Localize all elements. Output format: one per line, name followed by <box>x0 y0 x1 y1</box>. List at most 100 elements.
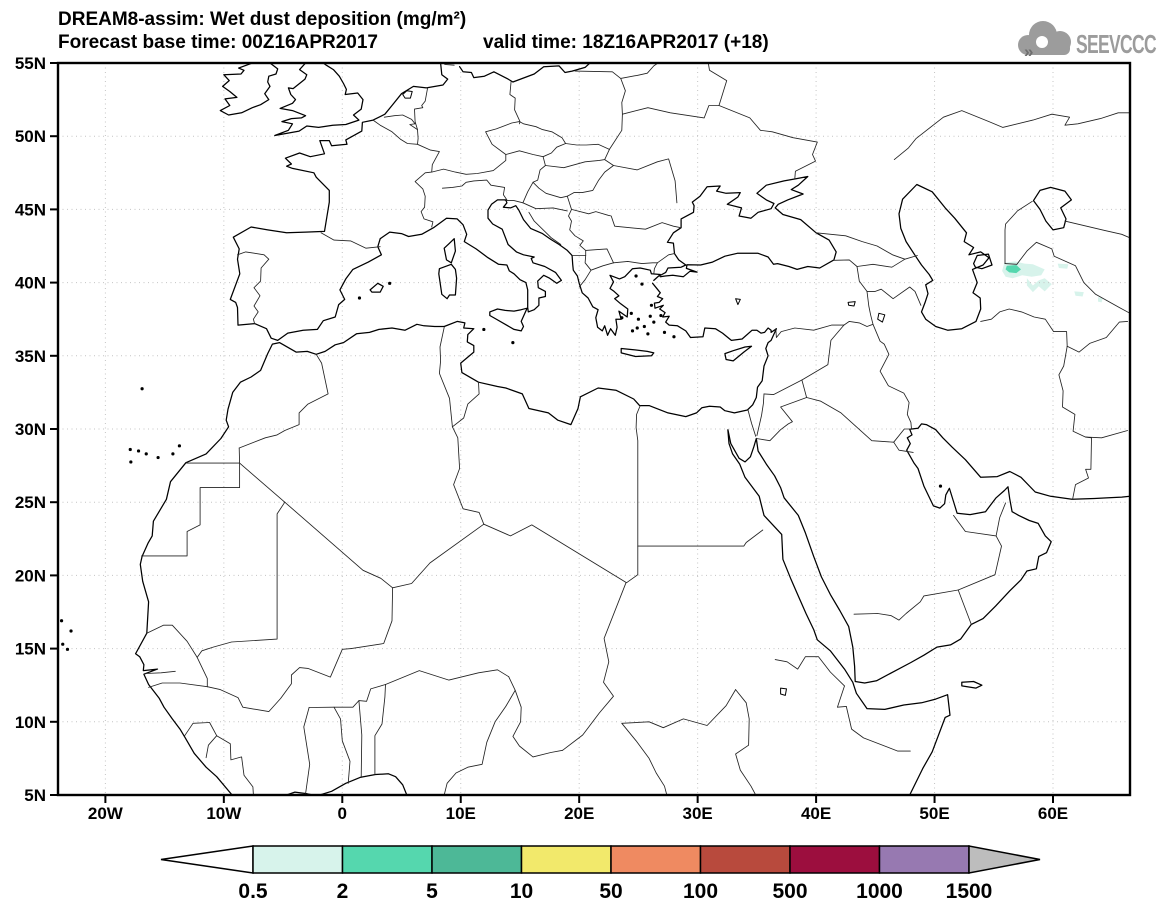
lat-tick-label: 35N <box>15 347 46 366</box>
colorbar-segment-100 <box>699 845 791 874</box>
island-crete <box>620 347 655 358</box>
border-kz-uz <box>1064 220 1130 239</box>
border-ru-by <box>707 63 728 106</box>
border-es-fr <box>320 232 381 249</box>
border-gambia <box>145 670 176 674</box>
lat-tick-label: 5N <box>24 786 46 805</box>
border-ua-ro-md <box>604 148 678 204</box>
coast-great-britain <box>274 63 364 137</box>
island-dot <box>659 313 663 318</box>
island-dot <box>635 326 639 330</box>
border-ml-south <box>206 648 352 713</box>
lat-tick-label: 20N <box>15 566 46 585</box>
island-dot <box>65 647 70 651</box>
border-jo-sa <box>755 397 808 442</box>
border-ir-af <box>1058 345 1087 438</box>
border-gn-lr-ci <box>216 735 254 795</box>
lake-van <box>847 301 856 307</box>
border-bf-tg-bj <box>308 684 386 708</box>
border-il-eg <box>747 409 757 437</box>
colorbar-level-label: 0.5 <box>238 880 268 903</box>
border-eh-mr <box>141 462 241 557</box>
border-ci-gh <box>303 707 311 794</box>
colorbar-level-label: 2 <box>337 880 349 903</box>
island-dot <box>672 335 676 339</box>
colorbar-level-label: 500 <box>772 880 807 903</box>
island-dot <box>61 642 65 646</box>
small-islands <box>59 274 943 651</box>
border-pt-es <box>237 251 270 325</box>
border-tr-am <box>856 266 868 292</box>
island-dot <box>938 484 943 488</box>
island-dot <box>630 329 635 333</box>
border-er-et <box>774 656 845 687</box>
border-nl-de <box>414 87 429 131</box>
island-dot <box>636 317 641 321</box>
island-dot <box>511 341 515 345</box>
valid-time-label: valid time: 18Z16APR2017 (+18) <box>483 32 769 53</box>
lon-tick-label: 60E <box>1038 804 1068 823</box>
border-ml-dz <box>284 501 394 589</box>
border-et-so <box>845 705 911 752</box>
colorbar-segment-500 <box>789 845 881 874</box>
island-dot <box>634 274 638 278</box>
border-gn-sl <box>184 722 218 759</box>
island-dot <box>69 629 73 633</box>
border-eh-ma <box>185 447 241 464</box>
border-sd-et <box>735 689 757 795</box>
dust-patch-0.5-2 <box>1057 263 1069 269</box>
border-al-mk <box>571 249 587 256</box>
border-gh-tg <box>333 706 351 784</box>
island-dot <box>642 324 646 329</box>
gridlines <box>58 63 1130 795</box>
island-dot <box>620 316 624 320</box>
lake-tana <box>780 687 787 696</box>
dust-patch-2-5 <box>1005 265 1021 274</box>
border-uz-tm-w <box>1004 263 1018 265</box>
border-mr-dz <box>239 462 286 503</box>
island-sardinia <box>438 263 458 300</box>
lon-tick-label: 30E <box>683 804 713 823</box>
island-corsica <box>443 238 457 264</box>
island-dot <box>144 452 148 456</box>
colorbar-level-label: 50 <box>599 880 622 903</box>
border-mk-gr <box>590 262 614 271</box>
island-dot <box>136 449 141 453</box>
border-tn-ly <box>451 381 480 428</box>
island-cyprus <box>724 345 753 362</box>
island-dot <box>59 619 64 623</box>
border-fr-ch-it <box>414 171 434 228</box>
border-lt-by <box>620 63 659 79</box>
border-ye-om <box>957 589 972 625</box>
lat-tick-label: 10N <box>15 713 46 732</box>
seevccc-logo: » SEEVCCC <box>1018 21 1158 61</box>
island-dot <box>128 447 132 452</box>
lon-tick-label: 10E <box>446 804 476 823</box>
forecast-base-time-label: Forecast base time: 00Z16APR2017 <box>58 32 378 53</box>
dust-patch-0.5-2 <box>1074 291 1084 297</box>
border-gw-gn <box>148 682 208 688</box>
border-af-pk <box>1085 430 1129 439</box>
colorbar-legend: 0.5 2 5 10 50 100 500 1000 1500 <box>160 845 1041 903</box>
lake-tuz <box>735 298 741 306</box>
border-dk-de <box>444 64 455 66</box>
island-dot <box>662 330 667 334</box>
colorbar-segment-2 <box>341 845 433 874</box>
colorbar-under-arrow <box>160 845 254 874</box>
border-iq-sa <box>806 397 895 443</box>
island-dot <box>129 460 133 464</box>
border-cm-td <box>512 689 564 758</box>
border-sa-ye <box>853 589 959 621</box>
lon-tick-label: 0 <box>338 804 347 823</box>
border-kz-tm <box>1004 200 1033 265</box>
border-by-ua <box>621 105 720 119</box>
border-ly-sd-td-ne <box>483 523 639 584</box>
border-ma-dz <box>238 353 329 449</box>
border-ir-tm <box>980 308 1068 347</box>
island-dot <box>640 282 644 286</box>
colorbar-segment-10 <box>520 845 612 874</box>
coast-africa-redsea-somalia <box>727 429 951 795</box>
border-jo-iq <box>801 379 808 398</box>
lon-tick-label: 20E <box>564 804 594 823</box>
border-eg-ly <box>635 405 641 547</box>
